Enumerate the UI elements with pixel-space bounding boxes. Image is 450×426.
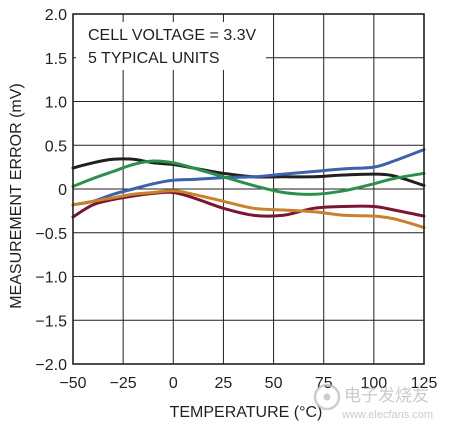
series-lines	[71, 148, 426, 229]
x-axis-title: TEMPERATURE (°C)	[170, 404, 323, 421]
series-line-unit-1	[71, 157, 426, 187]
watermark-icon-dot	[323, 393, 331, 401]
watermark-logo: 电子发烧友 www.elecfans.com	[313, 383, 433, 421]
annotation-typical-units: 5 TYPICAL UNITS	[88, 50, 220, 67]
y-tick-label: 0.5	[45, 138, 67, 155]
x-tick-label: −25	[110, 375, 137, 392]
annotation-background	[76, 22, 266, 70]
x-tick-label: 0	[169, 375, 178, 392]
x-tick-label: 125	[411, 375, 438, 392]
x-tick-label: 25	[215, 375, 233, 392]
plot-border	[72, 13, 425, 365]
watermark-text: 电子发烧友	[344, 386, 429, 405]
tick-labels: −2.0 −1.5 −1.0 −0.5 0 0.5 1.0 1.5 2.0 −50 −25 0 25 50…	[35, 7, 437, 392]
series-line-unit-3	[71, 159, 426, 196]
y-tick-label: −1.0	[35, 270, 67, 287]
y-axis-title: MEASUREMENT ERROR (mV)	[8, 83, 25, 309]
x-tick-label: −50	[59, 375, 86, 392]
series-line-unit-4	[71, 190, 426, 219]
x-tick-label: 50	[265, 375, 283, 392]
watermark-icon	[313, 383, 341, 411]
y-tick-label: −2.0	[35, 357, 67, 374]
y-tick-label: 1.0	[45, 95, 67, 112]
annotation-cell-voltage: CELL VOLTAGE = 3.3V	[88, 27, 257, 44]
y-tick-label: −0.5	[35, 226, 67, 243]
y-tick-label: 1.5	[45, 51, 67, 68]
y-tick-label: 0	[58, 182, 67, 199]
x-tick-label: 100	[361, 375, 388, 392]
y-tick-label: −1.5	[35, 313, 67, 330]
watermark-url: www.elecfans.com	[341, 409, 433, 421]
series-line-unit-5	[71, 189, 426, 229]
y-tick-label: 2.0	[45, 7, 67, 24]
